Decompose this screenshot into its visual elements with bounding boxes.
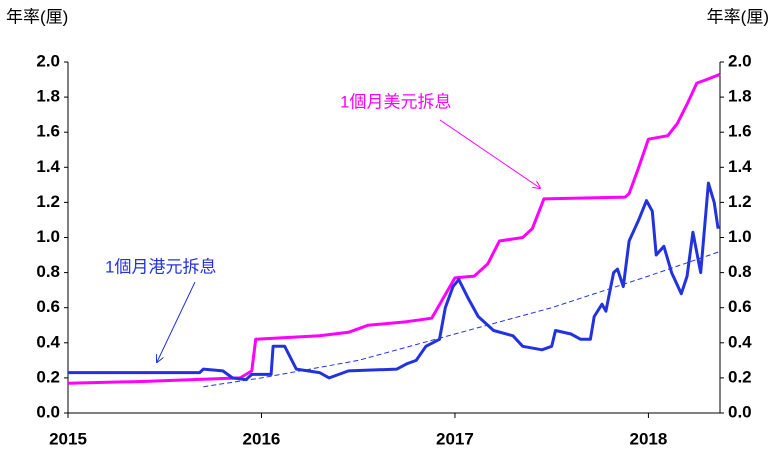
- y2-tick-label: 0.8: [728, 262, 752, 281]
- y-tick-label: 2.0: [36, 51, 60, 70]
- y2-tick-label: 0.4: [728, 332, 752, 351]
- x-tick-label: 2018: [630, 429, 668, 448]
- y-tick-label: 0.4: [36, 332, 60, 351]
- series-line: [67, 72, 721, 385]
- y-tick-label: 0.8: [36, 262, 60, 281]
- y-tick-label: 0.2: [36, 367, 60, 386]
- y2-tick-label: 1.2: [728, 192, 752, 211]
- y2-tick-label: 0.2: [728, 367, 752, 386]
- y-tick-label: 1.8: [36, 87, 60, 106]
- y2-tick-label: 2.0: [728, 51, 752, 70]
- y2-tick-label: 1.0: [728, 227, 752, 246]
- annotation-arrow: [157, 281, 196, 362]
- y-tick-label: 1.2: [36, 192, 60, 211]
- y-tick-label: 1.4: [36, 157, 60, 176]
- series-line: [68, 181, 720, 382]
- annotation: 1個月港元拆息: [105, 257, 216, 276]
- y2-tick-label: 1.8: [728, 87, 752, 106]
- y-tick-label: 1.0: [36, 227, 60, 246]
- x-tick-label: 2015: [49, 429, 87, 448]
- annotation: 1個月美元拆息: [340, 92, 451, 111]
- y-tick-label: 0.0: [36, 402, 60, 421]
- y2-axis-label: 年率(厘): [707, 7, 769, 26]
- y-axis-label: 年率(厘): [6, 7, 68, 26]
- y2-tick-label: 1.6: [728, 122, 752, 141]
- annotation-arrow: [439, 119, 540, 188]
- y2-tick-label: 0.0: [728, 402, 752, 421]
- x-tick-label: 2017: [436, 429, 474, 448]
- y2-tick-label: 1.4: [728, 157, 752, 176]
- x-tick-label: 2016: [243, 429, 281, 448]
- y-tick-label: 1.6: [36, 122, 60, 141]
- series-line: [203, 251, 721, 388]
- y-tick-label: 0.6: [36, 297, 60, 316]
- y2-tick-label: 0.6: [728, 297, 752, 316]
